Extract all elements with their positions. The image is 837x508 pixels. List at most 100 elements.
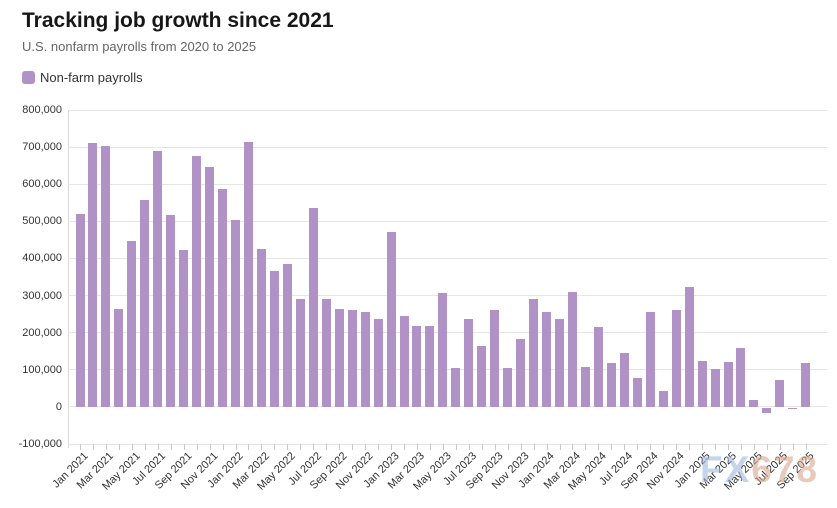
y-axis-tick-label: -100,000	[18, 438, 62, 450]
bar-nov-2022[interactable]	[360, 311, 370, 407]
x-axis-tick	[715, 444, 717, 450]
x-axis-tick	[559, 444, 561, 450]
bar-dec-2021[interactable]	[218, 188, 228, 407]
bar-jul-2021[interactable]	[153, 151, 163, 407]
bar-oct-2021[interactable]	[192, 155, 202, 407]
bar-may-2025[interactable]	[749, 399, 759, 407]
legend-swatch-icon	[22, 71, 35, 84]
x-axis-tick	[650, 444, 652, 450]
x-axis-tick	[494, 444, 496, 450]
bar-may-2021[interactable]	[127, 241, 137, 407]
bar-feb-2025[interactable]	[710, 369, 720, 407]
x-axis-tick	[546, 444, 548, 450]
bar-mar-2022[interactable]	[256, 248, 266, 407]
x-axis-tick	[676, 444, 678, 450]
bar-apr-2022[interactable]	[269, 270, 279, 407]
bar-sep-2025[interactable]	[801, 362, 811, 407]
bar-apr-2025[interactable]	[736, 348, 746, 407]
bar-jul-2024[interactable]	[619, 353, 629, 407]
bar-feb-2024[interactable]	[555, 319, 565, 407]
gridline	[68, 369, 827, 371]
x-axis-tick	[196, 444, 198, 450]
gridline	[68, 295, 827, 297]
bar-apr-2023[interactable]	[425, 326, 435, 407]
bar-may-2023[interactable]	[438, 293, 448, 407]
chart-title: Tracking job growth since 2021	[22, 9, 334, 32]
x-axis-tick	[365, 444, 367, 450]
x-axis-tick	[468, 444, 470, 450]
bar-sep-2024[interactable]	[645, 312, 655, 407]
y-axis-tick-label: 500,000	[22, 215, 62, 228]
gridline	[68, 109, 827, 111]
bar-jun-2024[interactable]	[606, 363, 616, 407]
y-axis-tick-label: 200,000	[22, 326, 62, 339]
bar-jun-2022[interactable]	[295, 299, 305, 407]
bar-apr-2021[interactable]	[114, 309, 124, 407]
bar-feb-2023[interactable]	[399, 315, 409, 407]
bar-sep-2023[interactable]	[490, 309, 500, 407]
x-axis-tick	[728, 444, 729, 450]
bar-mar-2023[interactable]	[412, 326, 422, 407]
x-axis-tick	[429, 444, 431, 450]
bar-jun-2023[interactable]	[451, 367, 461, 407]
x-axis-tick	[442, 444, 444, 450]
x-axis-tick	[585, 444, 587, 450]
bar-dec-2024[interactable]	[684, 287, 694, 407]
bar-dec-2023[interactable]	[529, 299, 539, 407]
x-axis-tick	[753, 444, 755, 450]
x-axis-tick	[313, 444, 315, 450]
bar-sep-2021[interactable]	[179, 249, 189, 407]
bar-jan-2022[interactable]	[231, 219, 241, 407]
plot-area	[68, 109, 827, 445]
bar-feb-2021[interactable]	[88, 143, 98, 407]
bar-jul-2022[interactable]	[308, 207, 318, 407]
legend-item-nonfarm-payrolls[interactable]: Non-farm payrolls	[22, 70, 143, 85]
x-axis-tick	[131, 444, 133, 450]
bar-jan-2024[interactable]	[542, 311, 552, 407]
bar-mar-2024[interactable]	[567, 291, 577, 407]
x-axis-tick	[339, 444, 341, 450]
legend-label: Non-farm payrolls	[40, 70, 143, 85]
bar-nov-2021[interactable]	[205, 166, 215, 407]
bar-jun-2025[interactable]	[762, 407, 772, 413]
bar-dec-2022[interactable]	[373, 319, 383, 407]
y-axis-tick-label: 600,000	[22, 178, 62, 191]
x-axis-tick	[274, 444, 276, 450]
bar-nov-2023[interactable]	[516, 339, 526, 407]
bar-aug-2024[interactable]	[632, 377, 642, 407]
bar-oct-2022[interactable]	[347, 310, 357, 407]
bar-jan-2025[interactable]	[697, 360, 707, 407]
x-axis-tick	[624, 444, 626, 450]
x-axis-tick	[391, 444, 393, 450]
bar-jan-2021[interactable]	[75, 213, 85, 407]
x-axis-tick	[779, 444, 781, 450]
y-axis-tick-label: 800,000	[22, 104, 62, 116]
bar-may-2024[interactable]	[593, 326, 603, 407]
bar-jun-2021[interactable]	[140, 200, 150, 407]
x-axis-tick	[533, 444, 535, 450]
x-axis-tick	[300, 444, 302, 450]
bar-mar-2021[interactable]	[101, 145, 111, 407]
bar-aug-2022[interactable]	[321, 298, 331, 407]
bar-jul-2023[interactable]	[464, 319, 474, 407]
bar-may-2022[interactable]	[282, 264, 292, 407]
bar-jan-2023[interactable]	[386, 231, 396, 407]
bar-nov-2024[interactable]	[671, 310, 681, 407]
bar-oct-2024[interactable]	[658, 390, 668, 407]
bar-jul-2025[interactable]	[775, 380, 785, 407]
x-axis-tick	[118, 444, 120, 450]
bar-mar-2025[interactable]	[723, 362, 733, 407]
bar-sep-2022[interactable]	[334, 309, 344, 407]
x-axis-tick	[702, 444, 704, 450]
x-axis-tick	[766, 444, 768, 450]
x-axis-tick	[80, 444, 81, 450]
y-axis-line	[68, 110, 69, 448]
bar-aug-2023[interactable]	[477, 345, 487, 407]
bar-aug-2025[interactable]	[788, 407, 798, 410]
bar-apr-2024[interactable]	[580, 366, 590, 407]
bar-feb-2022[interactable]	[243, 141, 253, 407]
x-axis-tick	[105, 444, 107, 450]
bar-oct-2023[interactable]	[503, 367, 513, 407]
x-axis-tick	[572, 444, 574, 450]
bar-aug-2021[interactable]	[166, 215, 176, 407]
